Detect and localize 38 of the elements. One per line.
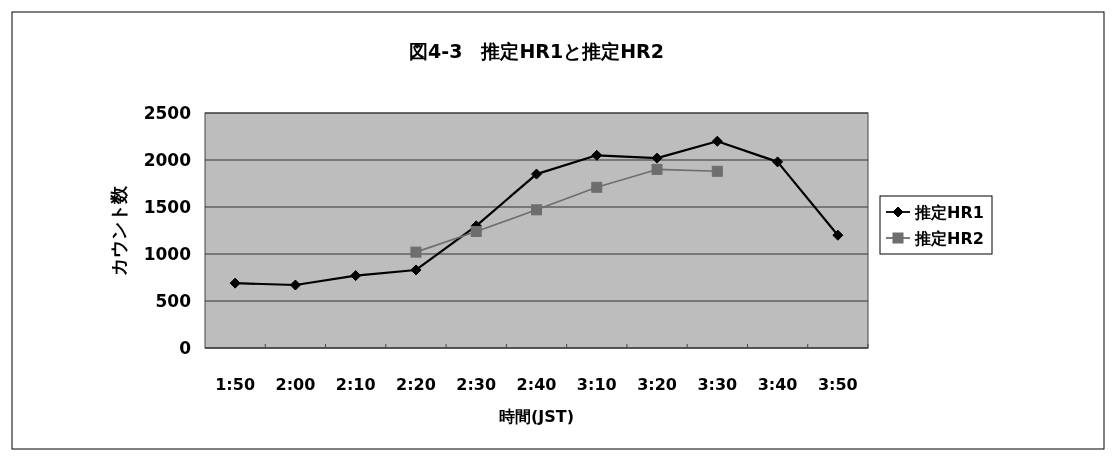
point <box>531 204 542 216</box>
legend-label: 推定HR2 <box>914 228 984 248</box>
x-tick-label: 2:30 <box>456 375 497 394</box>
point <box>410 246 422 258</box>
point <box>591 181 603 193</box>
point <box>711 135 723 147</box>
x-tick-label: 2:00 <box>275 375 316 394</box>
x-tick-label: 3:20 <box>637 375 677 394</box>
point <box>531 168 542 180</box>
point <box>350 270 362 282</box>
chart-title: 図4-3 推定HR1と推定HR2 <box>409 40 664 62</box>
point <box>772 156 784 168</box>
x-tick-label: 2:40 <box>516 375 557 394</box>
y-axis-title: カウント数 <box>108 184 129 276</box>
point <box>470 225 482 237</box>
point <box>651 163 663 175</box>
x-tick-label: 2:10 <box>335 375 376 394</box>
y-tick-label: 1500 <box>143 196 192 217</box>
y-tick-label: 2000 <box>143 149 192 170</box>
legend-label: 推定HR1 <box>914 202 984 222</box>
x-tick-label: 1:50 <box>215 375 256 394</box>
x-tick-label: 3:10 <box>576 375 617 394</box>
point <box>591 149 603 161</box>
x-tick-label: 3:50 <box>817 375 858 394</box>
x-axis-title: 時間(JST) <box>498 407 575 426</box>
x-tick-label: 3:40 <box>757 375 798 394</box>
point <box>229 277 241 289</box>
y-tick-label: 0 <box>179 337 192 358</box>
point <box>410 264 422 276</box>
point <box>289 279 301 291</box>
x-tick-label: 3:30 <box>697 375 738 394</box>
y-tick-label: 2500 <box>143 102 192 123</box>
y-tick-label: 1000 <box>143 243 192 264</box>
point <box>651 152 663 164</box>
x-tick-label: 2:20 <box>396 375 436 394</box>
y-tick-label: 500 <box>155 290 192 311</box>
point <box>711 165 723 177</box>
point <box>832 229 844 241</box>
